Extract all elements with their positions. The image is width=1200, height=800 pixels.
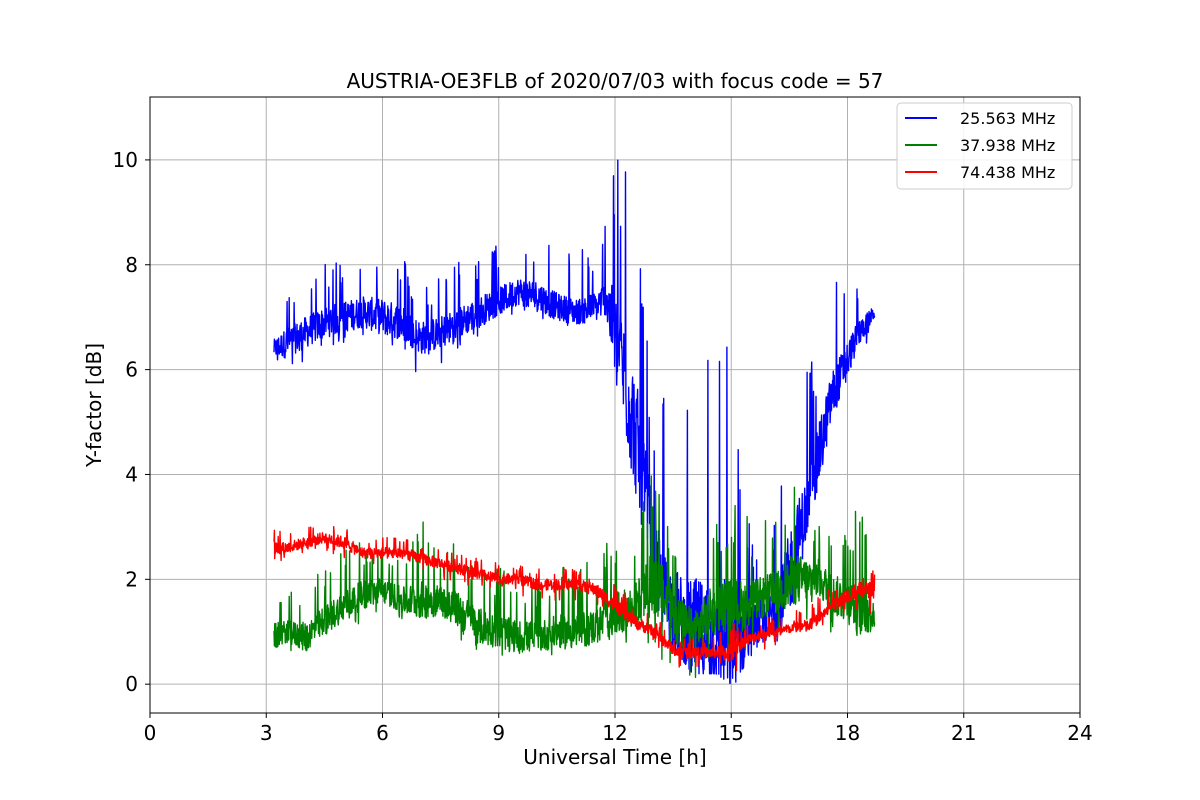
series-line-2: [273, 526, 876, 672]
x-tick-label: 9: [492, 721, 505, 745]
x-tick-label: 6: [376, 721, 389, 745]
x-axis-label: Universal Time [h]: [523, 745, 706, 769]
y-axis-label: Y-factor [dB]: [82, 343, 106, 468]
series-line-1: [273, 475, 876, 679]
y-tick-label: 6: [125, 358, 138, 382]
legend-box: [896, 102, 1073, 190]
x-tick-label: 15: [719, 721, 744, 745]
y-tick-label: 8: [125, 253, 138, 277]
legend-label: 74.438 MHz: [960, 163, 1055, 182]
legend-label: 37.938 MHz: [960, 136, 1055, 155]
x-tick-label: 3: [260, 721, 273, 745]
x-tick-label: 21: [951, 721, 976, 745]
y-tick-label: 10: [113, 148, 138, 172]
y-tick-label: 4: [125, 462, 138, 486]
x-tick-label: 0: [144, 721, 157, 745]
x-tick-label: 12: [602, 721, 627, 745]
y-tick-label: 0: [125, 672, 138, 696]
x-tick-label: 24: [1067, 721, 1092, 745]
series-layer: [273, 159, 876, 685]
y-tick-label: 2: [125, 567, 138, 591]
chart-title: AUSTRIA-OE3FLB of 2020/07/03 with focus …: [347, 69, 884, 93]
x-tick-label: 18: [835, 721, 860, 745]
legend-label: 25.563 MHz: [960, 109, 1055, 128]
legend: 25.563 MHz 37.938 MHz 74.438 MHz: [896, 102, 1073, 190]
